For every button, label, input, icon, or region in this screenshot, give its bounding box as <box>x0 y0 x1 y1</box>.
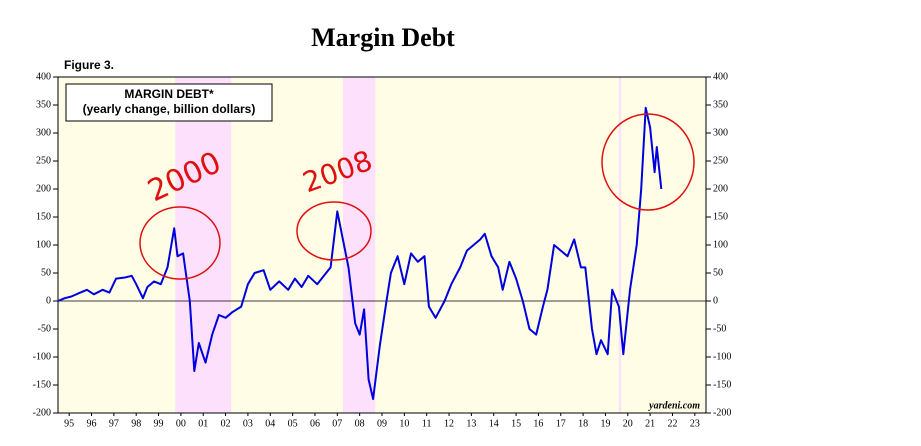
annotation-circle <box>139 206 221 280</box>
x-tick-label: 12 <box>444 418 454 429</box>
y-tick-label: -150 <box>33 379 51 390</box>
x-tick-label: 21 <box>645 418 655 429</box>
y-tick-label: 250 <box>36 155 51 166</box>
x-tick-label: 20 <box>623 418 633 429</box>
x-tick-label: 04 <box>265 418 275 429</box>
legend-subtitle: (yearly change, billion dollars) <box>83 102 256 116</box>
y-tick-label: -50 <box>38 323 51 334</box>
series-line <box>57 106 663 400</box>
y2-tick-label: 300 <box>713 127 728 138</box>
x-tick-label: 98 <box>131 418 141 429</box>
x-tick-label: 11 <box>422 418 432 429</box>
y-tick-label: 0 <box>46 295 51 306</box>
x-tick-label: 09 <box>377 418 387 429</box>
x-tick-label: 05 <box>288 418 298 429</box>
y2-tick-label: -200 <box>713 407 731 418</box>
y2-tick-label: 150 <box>713 211 728 222</box>
x-tick-label: 10 <box>399 418 409 429</box>
x-tick-label: 15 <box>511 418 521 429</box>
x-tick-label: 00 <box>176 418 186 429</box>
x-tick-label: 07 <box>332 418 342 429</box>
x-tick-label: 18 <box>578 418 588 429</box>
legend-title: MARGIN DEBT* <box>124 87 214 101</box>
y-tick-label: 50 <box>41 267 51 278</box>
x-tick-label: 97 <box>109 418 119 429</box>
figure-label: Figure 3. <box>64 58 114 72</box>
y2-tick-label: 100 <box>713 239 728 250</box>
y2-tick-label: -50 <box>713 323 726 334</box>
x-tick-label: 19 <box>600 418 610 429</box>
plot-background <box>58 77 706 413</box>
x-tick-label: 96 <box>87 418 97 429</box>
y-tick-label: 150 <box>36 211 51 222</box>
y2-tick-label: 200 <box>713 183 728 194</box>
x-tick-label: 06 <box>310 418 320 429</box>
y-tick-label: 100 <box>36 239 51 250</box>
x-tick-label: 13 <box>466 418 476 429</box>
legend-box <box>65 83 273 122</box>
y2-tick-label: 400 <box>713 71 728 82</box>
x-tick-label: 03 <box>243 418 253 429</box>
y2-tick-label: -150 <box>713 379 731 390</box>
x-tick-label: 01 <box>198 418 208 429</box>
x-tick-label: 14 <box>489 418 499 429</box>
chart-title: Margin Debt <box>311 23 455 52</box>
x-tick-label: 23 <box>690 418 700 429</box>
source: yardeni.com <box>648 400 700 411</box>
shaded-band <box>342 77 376 413</box>
x-tick-label: 08 <box>355 418 365 429</box>
annotation-circle <box>296 201 372 261</box>
y2-tick-label: -100 <box>713 351 731 362</box>
y-tick-label: 350 <box>36 99 51 110</box>
y2-tick-label: 50 <box>713 267 723 278</box>
shaded-band <box>175 77 232 413</box>
annotation-circle <box>601 113 695 211</box>
shaded-band <box>618 77 622 413</box>
y-tick-label: 300 <box>36 127 51 138</box>
x-tick-label: 17 <box>556 418 566 429</box>
plot-area: -200-150-100-50050100150200250300350400-… <box>33 71 732 429</box>
x-tick-label: 95 <box>64 418 74 429</box>
x-tick-label: 02 <box>221 418 231 429</box>
y-tick-label: 400 <box>36 71 51 82</box>
y-tick-label: -100 <box>33 351 51 362</box>
y2-tick-label: 0 <box>713 295 718 306</box>
x-tick-label: 16 <box>533 418 543 429</box>
y-tick-label: -200 <box>33 407 51 418</box>
y2-tick-label: 350 <box>713 99 728 110</box>
x-tick-label: 22 <box>667 418 677 429</box>
x-tick-label: 99 <box>154 418 164 429</box>
y-tick-label: 200 <box>36 183 51 194</box>
y2-tick-label: 250 <box>713 155 728 166</box>
